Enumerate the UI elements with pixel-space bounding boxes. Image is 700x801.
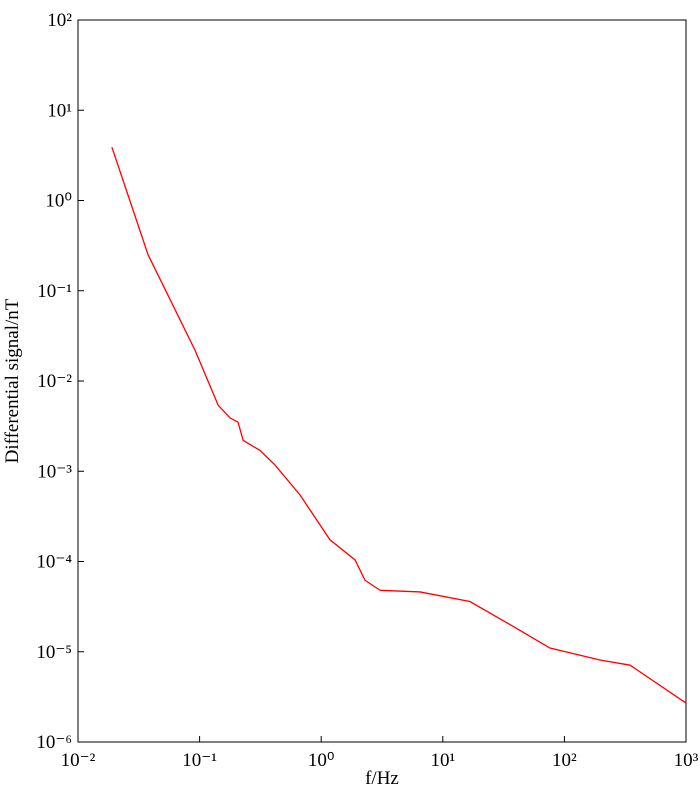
x-tick-label: 10⁰: [308, 750, 335, 771]
y-tick-label: 10²: [47, 10, 72, 31]
x-axis-label: f/Hz: [365, 768, 399, 789]
y-tick-label: 10⁻⁴: [36, 552, 72, 573]
y-tick-label: 10⁻⁶: [36, 732, 72, 753]
data-line: [111, 146, 687, 704]
y-tick-label: 10⁰: [45, 191, 72, 212]
x-tick-label: 10⁻²: [61, 750, 96, 771]
x-tick-label: 10³: [674, 750, 699, 771]
y-tick-label: 10⁻²: [37, 371, 72, 392]
y-tick-label: 10⁻¹: [37, 281, 72, 302]
y-axis-label: Differential signal/nT: [2, 298, 23, 463]
y-tick-label: 10⁻³: [37, 461, 72, 482]
x-tick-label: 10¹: [430, 750, 455, 771]
x-tick-label: 10⁻¹: [182, 750, 217, 771]
y-tick-label: 10⁻⁵: [36, 642, 72, 663]
y-tick-label: 10¹: [47, 100, 72, 121]
x-tick-label: 10²: [552, 750, 577, 771]
plot-frame: [77, 19, 687, 743]
